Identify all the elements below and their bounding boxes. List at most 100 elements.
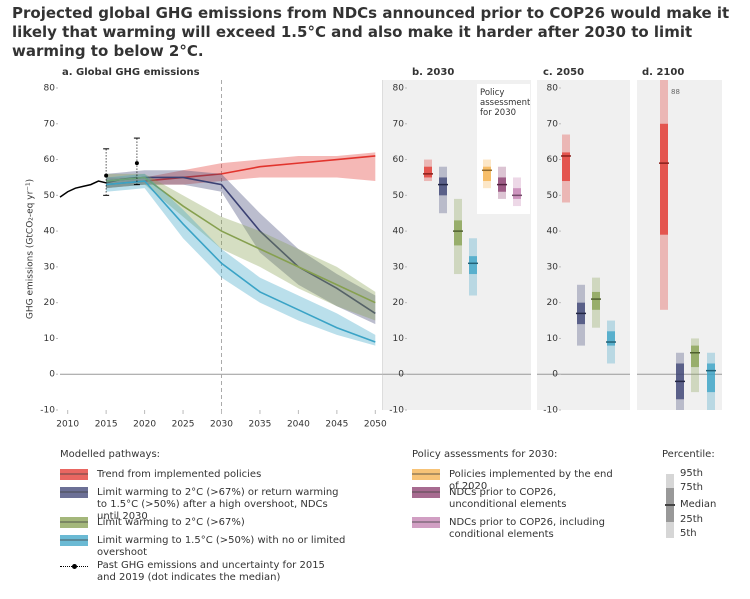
legend-swatch xyxy=(412,487,440,498)
percentile-label: Median xyxy=(680,499,717,510)
y-tick-label: 40 xyxy=(547,227,559,237)
y-tick-label: 20 xyxy=(44,298,56,308)
bars xyxy=(423,159,522,296)
x-tick-label: 2050 xyxy=(364,420,387,430)
y-tick-label: 80 xyxy=(393,84,405,94)
percentile-label: 75th xyxy=(680,482,703,493)
legend-title: Modelled pathways: xyxy=(60,449,161,460)
legend-swatch-line xyxy=(60,473,88,475)
bars xyxy=(659,80,716,410)
legend-label: Trend from implemented policies xyxy=(97,469,262,480)
legend-title: Policy assessments for 2030: xyxy=(412,449,558,460)
y-tick-label: 60 xyxy=(393,155,405,165)
panel-bg xyxy=(537,80,630,410)
y-tick-label: 30 xyxy=(547,262,559,272)
panel-bg xyxy=(637,80,722,410)
error-dot xyxy=(134,161,139,166)
y-tick-label: 20 xyxy=(547,298,559,308)
range-25-75 xyxy=(607,331,615,346)
series-line xyxy=(106,176,376,315)
y-tick-label: 40 xyxy=(44,227,56,237)
range-25-75 xyxy=(707,363,715,393)
percentile-median xyxy=(665,504,675,506)
panel-title: a. Global GHG emissions xyxy=(62,67,200,78)
y-tick-label: 70 xyxy=(547,119,559,129)
x-tick-label: 2010 xyxy=(56,420,79,430)
y-tick-label: 70 xyxy=(393,119,405,129)
y-tick-label: 70 xyxy=(44,119,56,129)
bars xyxy=(561,134,616,364)
range-25-75 xyxy=(424,166,432,178)
band xyxy=(106,173,376,346)
y-tick-label: -10 xyxy=(543,406,558,416)
series-line xyxy=(106,155,376,186)
y-axis-label: GHG emissions (GtCO₂-eq yr⁻¹) xyxy=(26,179,36,319)
x-tick-label: 2015 xyxy=(95,420,118,430)
legend-swatch-line xyxy=(60,491,88,493)
series-group xyxy=(106,152,376,346)
y-tick-label: 60 xyxy=(547,155,559,165)
y-tick-label: 60 xyxy=(44,155,56,165)
percentile-label: 95th xyxy=(680,468,703,479)
legend-label: Limit warming to 1.5°C (>50%) with no or… xyxy=(97,535,346,558)
x-tick-label: 2035 xyxy=(248,420,271,430)
y-tick-label: 50 xyxy=(547,191,559,201)
range-25-75 xyxy=(592,291,600,310)
y-tick-label: 10 xyxy=(44,334,56,344)
y-tick-label: 80 xyxy=(44,84,56,94)
y-tick-label: 30 xyxy=(393,262,405,272)
legend-swatch xyxy=(412,517,440,528)
legend-swatch xyxy=(60,517,88,528)
range-25-75 xyxy=(439,177,447,196)
y-tick-label: 50 xyxy=(44,191,56,201)
legend-swatch-line xyxy=(60,521,88,523)
panel-title: b. 2030 xyxy=(412,67,454,78)
legend-swatch xyxy=(412,469,440,480)
x-tick-label: 2020 xyxy=(133,420,156,430)
legend-swatch xyxy=(60,535,88,546)
x-tick-label: 2045 xyxy=(325,420,348,430)
error-dot xyxy=(104,173,109,178)
legend-swatch xyxy=(60,487,88,498)
percentile-label: 5th xyxy=(680,528,697,539)
band xyxy=(106,173,376,321)
y-tick-label: 10 xyxy=(547,334,559,344)
legend-label: Past GHG emissions and uncertainty for 2… xyxy=(97,560,325,583)
y-tick-label: 0 xyxy=(552,370,558,380)
panel-title: c. 2050 xyxy=(543,67,584,78)
legend-past-dot xyxy=(72,564,77,569)
x-tick-label: 2025 xyxy=(172,420,195,430)
x-tick-label: 2040 xyxy=(287,420,310,430)
y-tick-label: 80 xyxy=(547,84,559,94)
y-tick-label: 50 xyxy=(393,191,405,201)
legend-label: NDCs prior to COP26, unconditional eleme… xyxy=(449,487,567,510)
y-tick-label: 0 xyxy=(49,370,55,380)
legend-swatch-line xyxy=(60,539,88,541)
range-25-75 xyxy=(483,166,491,182)
legend-swatch-line xyxy=(412,521,440,523)
note-text: Policy assessments for 2030 xyxy=(480,88,530,118)
x-tick-label: 2030 xyxy=(210,420,233,430)
y-tick-label: 20 xyxy=(393,298,405,308)
legend-swatch-line xyxy=(412,473,440,475)
y-tick-label: 30 xyxy=(44,262,56,272)
range-25-75 xyxy=(691,345,699,368)
title: Projected global GHG emissions from NDCs… xyxy=(12,4,730,60)
range-25-75 xyxy=(660,123,668,235)
y-tick-label: 0 xyxy=(398,370,404,380)
series-line xyxy=(106,176,376,304)
note-box xyxy=(477,84,530,214)
y-tick-label: -10 xyxy=(389,406,404,416)
overflow-label: 88 xyxy=(671,88,680,96)
range-25-75 xyxy=(469,256,477,275)
band xyxy=(106,170,376,325)
panel-title: d. 2100 xyxy=(642,67,684,78)
range-25-75 xyxy=(562,152,570,182)
series-line xyxy=(106,180,376,343)
legend-label: NDCs prior to COP26, including condition… xyxy=(449,517,605,540)
legend-swatch-line xyxy=(412,491,440,493)
legend-title: Percentile: xyxy=(662,449,715,460)
y-tick-label: 40 xyxy=(393,227,405,237)
note: Policy assessments for 2030 xyxy=(480,88,530,118)
